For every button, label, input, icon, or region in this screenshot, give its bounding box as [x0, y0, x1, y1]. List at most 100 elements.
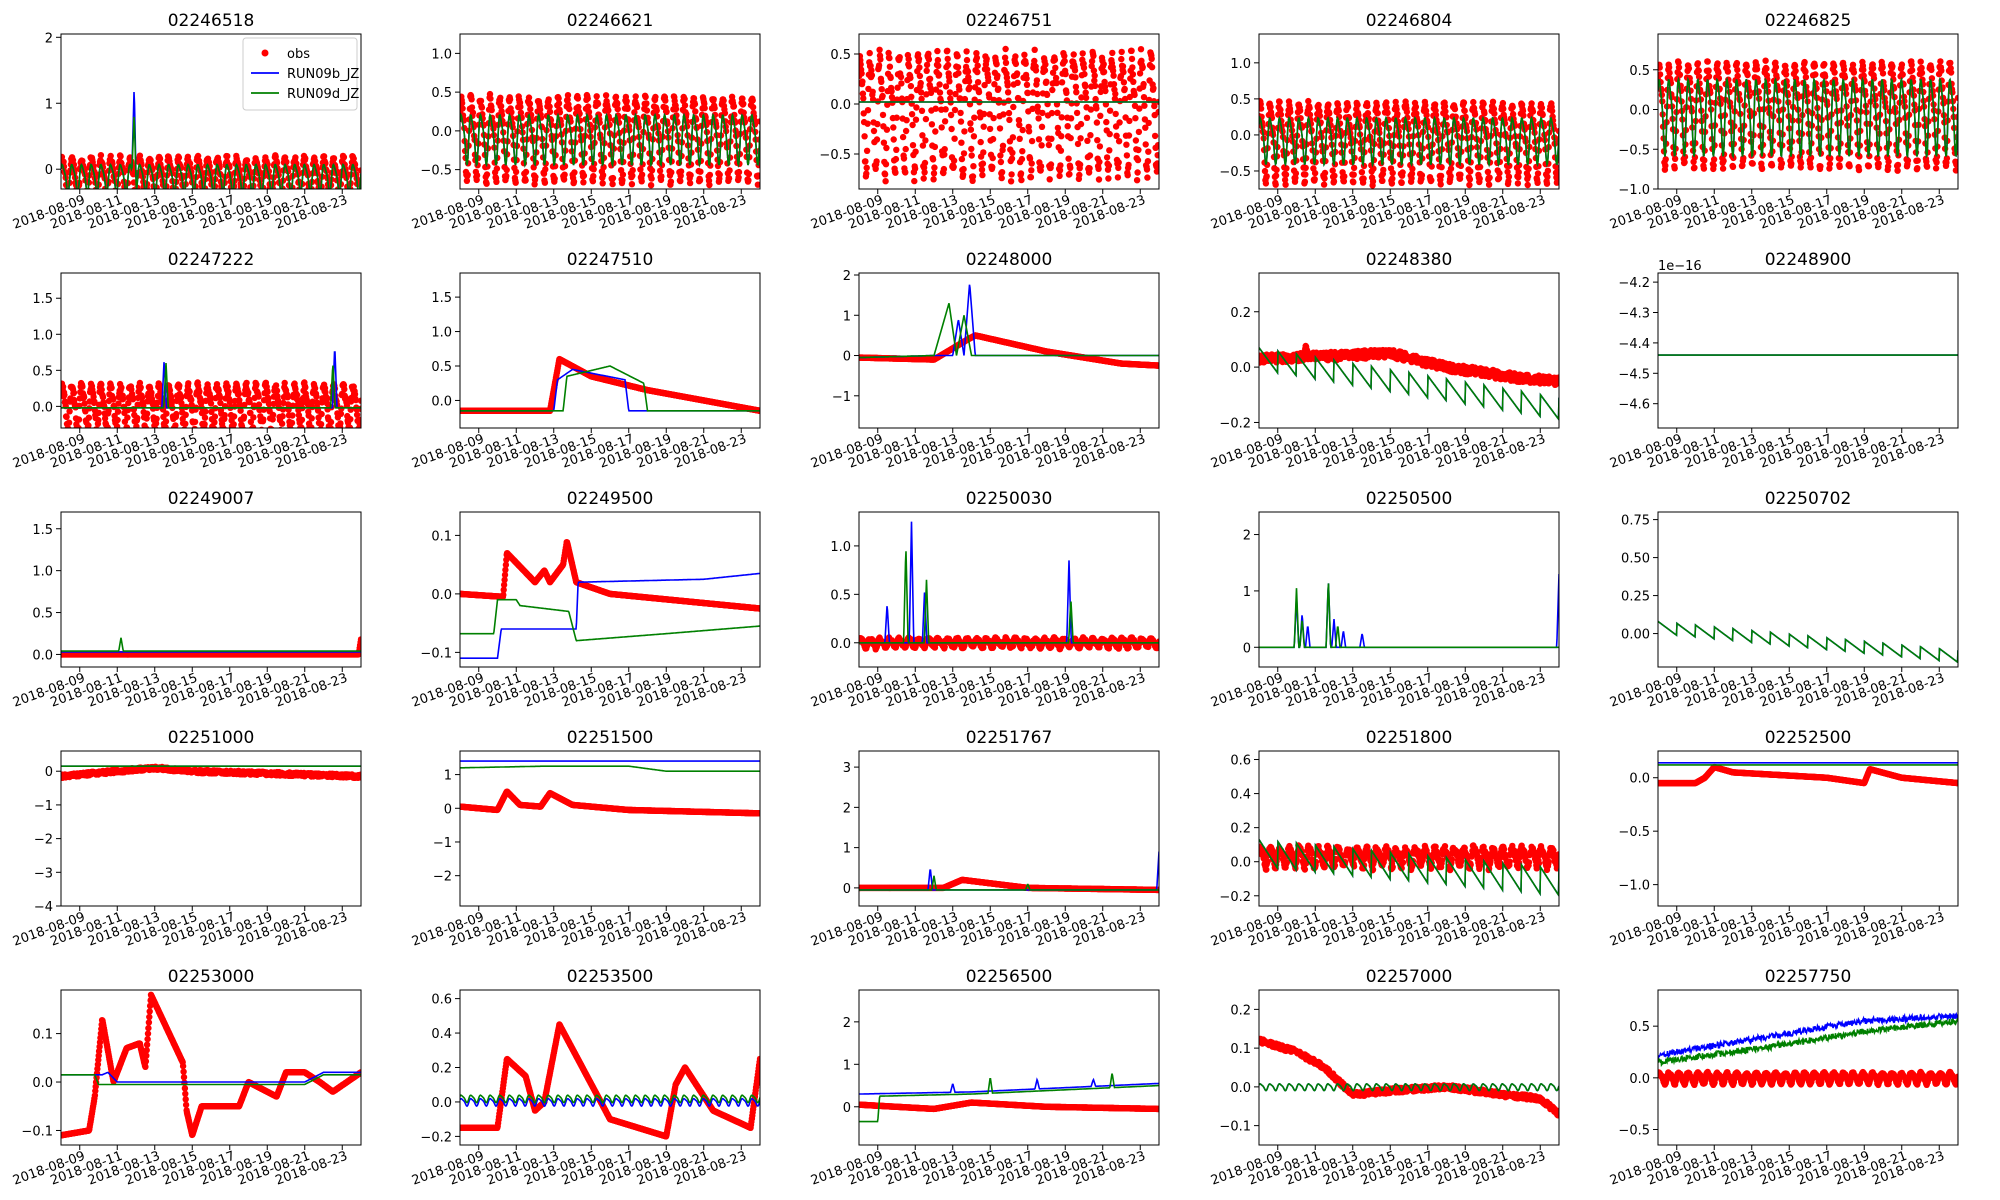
- obs-point: [1283, 165, 1290, 172]
- obs-point: [969, 173, 977, 180]
- obs-point: [638, 171, 646, 178]
- obs-point: [1273, 166, 1280, 174]
- obs-point: [79, 383, 86, 390]
- obs-point: [1095, 165, 1102, 172]
- obs-point: [1008, 155, 1016, 162]
- obs-point: [1529, 108, 1537, 115]
- obs-point: [956, 86, 963, 93]
- obs-point: [1745, 87, 1753, 94]
- obs-point: [191, 418, 199, 426]
- obs-point: [1087, 106, 1095, 113]
- y-tick-label: 0.0: [32, 400, 53, 415]
- obs-point: [1519, 107, 1527, 115]
- obs-point: [1914, 165, 1921, 172]
- obs-point: [526, 100, 534, 107]
- obs-point: [221, 412, 228, 419]
- obs-point: [983, 55, 990, 63]
- obs-point: [1033, 77, 1041, 84]
- obs-point: [1007, 178, 1015, 185]
- obs-point: [756, 118, 760, 125]
- obs-point: [1021, 51, 1028, 58]
- obs-point: [1457, 162, 1465, 170]
- obs-point: [749, 104, 757, 111]
- obs-point: [1023, 81, 1031, 89]
- obs-point: [487, 95, 494, 102]
- obs-point: [1012, 60, 1020, 68]
- obs-point: [1094, 137, 1101, 144]
- obs-point: [886, 54, 893, 62]
- obs-point: [1326, 110, 1333, 117]
- obs-point: [1110, 72, 1117, 79]
- obs-point: [920, 175, 927, 182]
- obs-point: [1100, 68, 1108, 76]
- obs-point: [1296, 107, 1304, 114]
- obs-point: [1120, 69, 1127, 76]
- obs-point: [224, 383, 231, 390]
- obs-point: [1354, 101, 1361, 109]
- obs-point: [1046, 176, 1053, 183]
- obs-point: [1441, 103, 1449, 110]
- obs-point: [1082, 89, 1089, 96]
- obs-point: [1543, 180, 1551, 187]
- obs-point: [1277, 111, 1285, 118]
- obs-point: [902, 127, 910, 135]
- obs-point: [1918, 69, 1926, 77]
- obs-point: [890, 124, 897, 131]
- obs-point: [484, 163, 491, 170]
- obs-point: [1003, 74, 1011, 81]
- obs-point: [1504, 168, 1511, 176]
- obs-point: [522, 177, 529, 184]
- obs-point: [1144, 174, 1151, 181]
- obs-point: [1009, 134, 1017, 141]
- obs-point: [1879, 70, 1887, 77]
- obs-point: [1889, 71, 1897, 78]
- obs-point: [1388, 180, 1396, 187]
- obs-point: [1128, 55, 1136, 63]
- obs-point: [1817, 163, 1824, 170]
- obs-point: [1500, 105, 1507, 113]
- obs-point: [735, 168, 743, 176]
- obs-point: [1383, 104, 1390, 111]
- obs-point: [1802, 68, 1809, 75]
- obs-point: [1753, 66, 1761, 73]
- obs-point: [584, 95, 591, 102]
- obs-point: [692, 108, 699, 115]
- obs-point: [932, 128, 939, 135]
- obs-point: [877, 56, 884, 63]
- obs-point: [1720, 157, 1727, 165]
- obs-point: [211, 419, 218, 426]
- obs-point: [469, 109, 477, 116]
- obs-point: [1082, 94, 1090, 102]
- obs-point: [1827, 155, 1834, 162]
- obs-point: [298, 416, 306, 423]
- obs-point: [284, 401, 292, 408]
- obs-point: [1726, 88, 1733, 96]
- obs-point: [1106, 130, 1113, 138]
- obs-point: [75, 424, 82, 428]
- obs-point: [1096, 158, 1103, 166]
- obs-point: [250, 414, 257, 421]
- obs-point: [1841, 74, 1849, 81]
- obs-point: [488, 106, 495, 114]
- obs-point: [460, 99, 466, 107]
- obs-point: [118, 384, 125, 391]
- obs-point: [1714, 60, 1721, 67]
- obs-point: [1658, 64, 1663, 71]
- obs-point: [1394, 110, 1401, 118]
- obs-point: [295, 411, 303, 419]
- obs-point: [182, 403, 190, 411]
- obs-point: [1090, 67, 1098, 74]
- obs-point: [288, 419, 296, 427]
- obs-point: [220, 425, 227, 428]
- obs-point: [1733, 59, 1741, 67]
- obs-point: [143, 415, 150, 422]
- obs-point: [950, 163, 957, 171]
- obs-point: [1154, 142, 1159, 149]
- obs-point: [1811, 62, 1819, 69]
- obs-point: [964, 68, 972, 75]
- obs-point: [283, 158, 290, 166]
- obs-point: [681, 95, 688, 103]
- obs-point: [930, 176, 937, 183]
- obs-point: [957, 118, 965, 125]
